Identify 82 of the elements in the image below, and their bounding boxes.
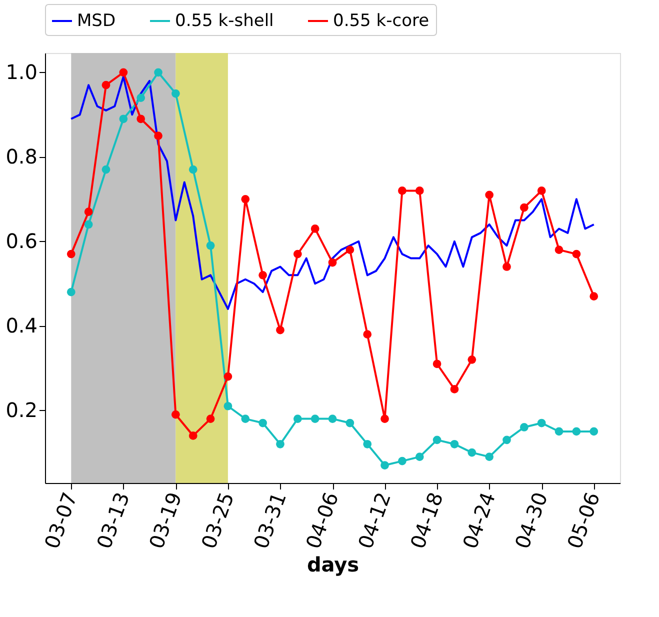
point [188,432,198,440]
point [154,132,162,140]
point [102,165,110,174]
point [485,452,494,461]
point [520,203,528,212]
point [450,440,459,448]
point [590,292,598,300]
x-tick-label: 04-30 [510,489,552,552]
point [102,80,110,90]
point [415,186,424,195]
point [590,427,598,436]
point [346,418,354,428]
point [502,262,511,271]
y-tick-label: 0.4 [6,313,38,338]
x-tick-label: 03-07 [40,489,82,552]
point [310,414,320,423]
point [380,414,389,423]
point [398,456,406,466]
point [258,418,267,428]
point [154,68,162,77]
x-tick-label: 03-19 [144,489,187,552]
point [293,414,302,423]
point [520,423,528,432]
point [398,186,406,195]
point [328,258,337,267]
point [346,246,354,254]
point [172,410,180,419]
point [258,271,267,280]
y-tick-label: 0.2 [6,398,38,422]
point [328,414,337,423]
point [224,402,232,410]
legend-label: 0.55 k-shell [175,11,274,31]
x-tick-label: 03-13 [92,489,134,552]
point [554,246,564,254]
x-tick-label: 04-24 [458,489,500,552]
x-tick-label: 04-06 [300,489,344,552]
point [415,452,424,461]
point [502,436,511,444]
point [537,418,546,428]
x-tick-label: 04-18 [405,489,448,552]
point [554,427,564,436]
point [119,114,128,124]
point [432,360,442,368]
legend-label: 0.55 k-core [333,11,430,31]
point [485,190,494,200]
x-tick-label: 03-31 [248,489,292,552]
point [241,414,250,423]
y-tick-label: 0.6 [6,228,38,253]
point [66,250,76,258]
point [468,448,476,457]
point [172,89,180,98]
x-axis-title: days [306,552,360,577]
point [572,250,581,258]
point [363,330,372,338]
point [136,94,146,102]
point [276,326,284,334]
point [66,288,76,296]
point [380,461,389,470]
point [84,208,93,216]
point [572,427,581,436]
point [119,68,128,77]
y-tick-label: 1.0 [6,60,38,84]
x-tick-label: 04-12 [353,489,396,552]
x-tick-label: 03-25 [196,489,239,552]
point [310,224,320,233]
y-tick-label: 0.8 [6,144,38,168]
point [450,385,459,394]
point [188,165,198,174]
point [241,194,250,204]
point [206,241,215,250]
point [276,440,284,448]
point [206,414,215,423]
point [293,250,302,258]
legend-label: MSD [77,11,116,31]
point [537,186,546,195]
point [432,436,442,444]
point [84,220,93,229]
point [468,355,476,364]
point [224,372,232,381]
x-tick-label: 05-06 [562,489,605,552]
point [363,440,372,448]
point [136,114,146,124]
